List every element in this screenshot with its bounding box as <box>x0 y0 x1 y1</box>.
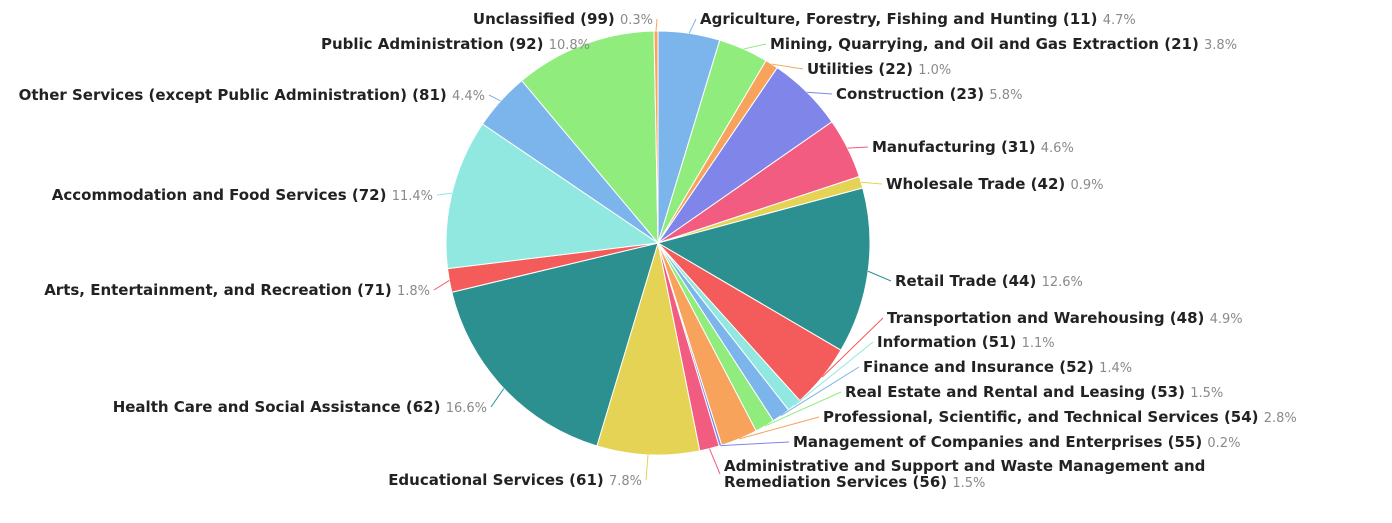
pie-slice[interactable] <box>596 242 701 456</box>
pie-slices <box>445 30 871 456</box>
slice-label: Agriculture, Forestry, Fishing and Hunti… <box>700 10 1136 28</box>
connector-line <box>720 441 790 447</box>
slice-label: Retail Trade (44) 12.6% <box>895 272 1083 290</box>
slice-label: Wholesale Trade (42) 0.9% <box>886 175 1104 193</box>
connector-line <box>436 192 453 196</box>
slice-label: Information (51) 1.1% <box>877 333 1055 351</box>
connector-line <box>709 448 721 475</box>
connector-line <box>771 63 804 70</box>
slice-label: Real Estate and Rental and Leasing (53) … <box>845 383 1223 401</box>
slice-label: Public Administration (92) 10.8% <box>321 35 590 53</box>
connector-line <box>433 280 450 291</box>
slice-label: Professional, Scientific, and Technical … <box>823 408 1297 426</box>
connector-line <box>688 18 697 34</box>
slice-labels: Agriculture, Forestry, Fishing and Hunti… <box>19 10 1297 491</box>
connector-line <box>490 388 505 408</box>
slice-label: Transportation and Warehousing (48) 4.9% <box>887 309 1243 327</box>
connector-line <box>867 270 892 282</box>
connector-line <box>764 391 842 427</box>
connector-line <box>739 416 820 440</box>
connector-line <box>861 181 883 185</box>
connector-line <box>780 366 860 417</box>
connector-line <box>821 317 884 378</box>
connector-line <box>488 94 501 102</box>
slice-label: Arts, Entertainment, and Recreation (71)… <box>44 281 430 299</box>
label-connectors <box>433 18 892 481</box>
slice-label: Other Services (except Public Administra… <box>19 86 485 104</box>
slice-label: Unclassified (99) 0.3% <box>473 10 653 28</box>
slice-label: Accommodation and Food Services (72) 11.… <box>52 186 433 204</box>
slice-label: Management of Companies and Enterprises … <box>793 433 1240 451</box>
connector-line <box>793 341 874 406</box>
pie-slice[interactable] <box>521 30 659 245</box>
pie-slice[interactable] <box>445 123 660 270</box>
slice-label: Administrative and Support and Waste Man… <box>724 457 1205 491</box>
connector-line <box>645 454 649 481</box>
connector-line <box>847 146 869 149</box>
slice-label: Construction (23) 5.8% <box>836 85 1022 103</box>
slice-label: Educational Services (61) 7.8% <box>388 471 642 489</box>
slice-label: Mining, Quarrying, and Oil and Gas Extra… <box>770 35 1237 53</box>
slice-label: Finance and Insurance (52) 1.4% <box>863 358 1132 376</box>
slice-label: Health Care and Social Assistance (62) 1… <box>113 398 487 416</box>
connector-line <box>655 18 658 32</box>
connector-line <box>743 43 767 50</box>
slice-label: Utilities (22) 1.0% <box>807 60 951 78</box>
slice-label: Manufacturing (31) 4.6% <box>872 138 1074 156</box>
pie-slice[interactable] <box>451 242 659 447</box>
connector-line <box>807 91 833 95</box>
